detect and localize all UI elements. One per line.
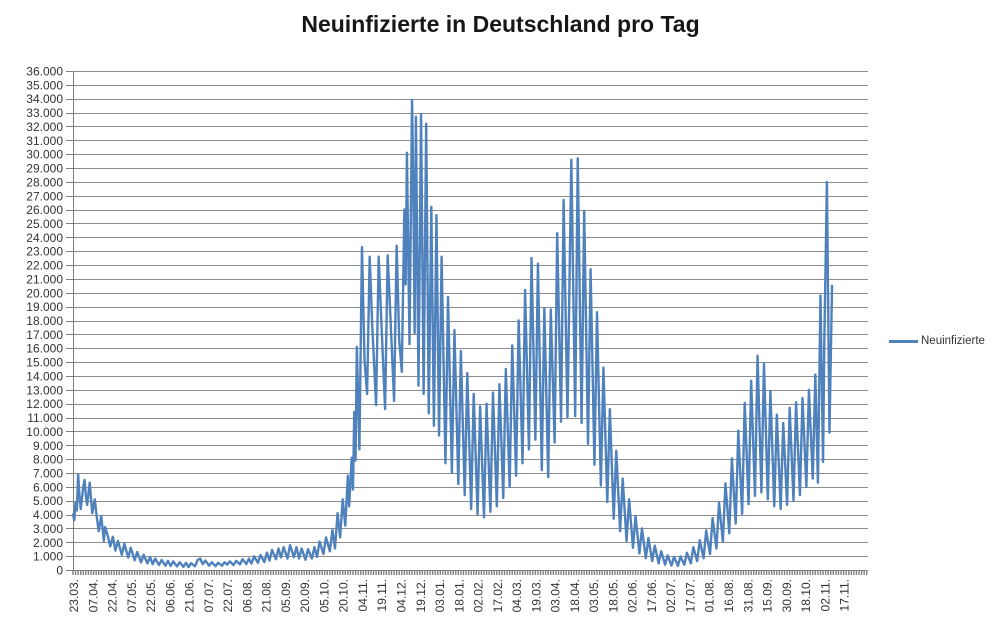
- x-tick-label: 20.09.: [298, 579, 312, 612]
- x-tick-label: 03.05.: [587, 579, 601, 612]
- x-tick-label: 22.04.: [106, 579, 120, 612]
- x-tick-label: 03.04.: [549, 579, 563, 612]
- y-tick-label: 17.000: [26, 328, 63, 342]
- x-tick-label: 05.10.: [317, 579, 331, 612]
- x-tick-label: 17.11.: [838, 579, 852, 611]
- legend: Neuinfizierte: [889, 335, 985, 347]
- x-tick-label: 04.12.: [395, 579, 409, 612]
- x-tick-label: 18.01.: [452, 579, 466, 612]
- x-tick-label: 02.02.: [472, 579, 486, 612]
- y-tick-label: 6.000: [33, 480, 63, 494]
- y-tick-label: 23.000: [26, 245, 63, 259]
- y-tick-label: 10.000: [26, 425, 63, 439]
- y-tick-label: 2.000: [33, 536, 63, 550]
- x-tick-label: 07.05.: [125, 579, 139, 612]
- x-tick-label: 06.06.: [163, 579, 177, 612]
- y-tick-label: 5.000: [33, 494, 63, 508]
- x-tick-label: 06.08.: [240, 579, 254, 612]
- y-tick-label: 16.000: [26, 342, 63, 356]
- y-tick-marks: [66, 71, 73, 571]
- y-tick-label: 8.000: [33, 453, 63, 467]
- y-tick-label: 12.000: [26, 397, 63, 411]
- y-tick-label: 9.000: [33, 439, 63, 453]
- x-tick-label: 17.07.: [684, 579, 698, 612]
- y-tick-label: 15.000: [26, 356, 63, 370]
- y-tick-label: 32.000: [26, 120, 63, 134]
- y-tick-label: 24.000: [26, 231, 63, 245]
- y-tick-label: 1.000: [33, 550, 63, 564]
- y-tick-label: 26.000: [26, 203, 63, 217]
- x-tick-label: 02.11.: [818, 579, 832, 611]
- y-tick-label: 7.000: [33, 466, 63, 480]
- y-tick-label: 4.000: [33, 508, 63, 522]
- y-tick-label: 13.000: [26, 383, 63, 397]
- x-tick-label: 23.03.: [67, 579, 81, 612]
- x-tick-label: 17.06.: [645, 579, 659, 612]
- x-tick-label: 05.09.: [279, 579, 293, 612]
- legend-series-label: Neuinfizierte: [921, 335, 985, 347]
- x-tick-label: 30.09.: [780, 579, 794, 612]
- x-tick-label: 18.05.: [606, 579, 620, 612]
- y-tick-label: 36.000: [26, 65, 63, 79]
- y-tick-label: 3.000: [33, 522, 63, 536]
- x-tick-label: 31.08.: [741, 579, 755, 612]
- x-tick-label: 17.02.: [491, 579, 505, 612]
- y-tick-label: 19.000: [26, 300, 63, 314]
- x-tick-label: 21.06.: [183, 579, 197, 612]
- x-tick-label: 21.08.: [260, 579, 274, 612]
- x-tick-comb: [72, 571, 868, 575]
- y-tick-label: 20.000: [26, 286, 63, 300]
- x-tick-label: 19.11.: [375, 579, 389, 611]
- y-tick-label: 22.000: [26, 259, 63, 273]
- y-tick-label: 14.000: [26, 369, 63, 383]
- y-tick-label: 34.000: [26, 92, 63, 106]
- x-tick-label: 04.03.: [510, 579, 524, 612]
- series-line-neuinfizierte: [71, 98, 834, 569]
- y-tick-label: 21.000: [26, 272, 63, 286]
- x-tick-label: 16.08.: [722, 579, 736, 612]
- x-tick-label: 20.10.: [337, 579, 351, 612]
- x-tick-label: 19.12.: [414, 579, 428, 612]
- y-tick-label: 33.000: [26, 106, 63, 120]
- x-tick-label: 15.09.: [761, 579, 775, 612]
- x-tick-label: 03.01.: [433, 579, 447, 612]
- x-tick-label: 19.03.: [529, 579, 543, 612]
- chart-title: Neuinfizierte in Deutschland pro Tag: [301, 11, 700, 37]
- y-tick-label: 30.000: [26, 148, 63, 162]
- x-tick-label: 18.10.: [799, 579, 813, 612]
- y-tick-label: 25.000: [26, 217, 63, 231]
- y-tick-label: 29.000: [26, 162, 63, 176]
- x-tick-label: 07.04.: [86, 579, 100, 612]
- x-tick-label: 07.07.: [202, 579, 216, 612]
- y-tick-label: 27.000: [26, 189, 63, 203]
- x-tick-label: 22.07.: [221, 579, 235, 612]
- legend-line-sample: [889, 339, 918, 343]
- y-tick-label: 11.000: [27, 411, 63, 425]
- x-tick-label: 02.07.: [664, 579, 678, 612]
- x-tick-label: 04.11.: [356, 579, 370, 611]
- x-tick-label: 02.06.: [626, 579, 640, 612]
- y-tick-label: 0: [56, 564, 63, 578]
- y-tick-label: 18.000: [26, 314, 63, 328]
- y-tick-label: 31.000: [26, 134, 63, 148]
- y-tick-label: 28.000: [26, 175, 63, 189]
- x-tick-label: 01.08.: [703, 579, 717, 612]
- y-tick-label: 35.000: [26, 78, 63, 92]
- x-tick-label: 18.04.: [568, 579, 582, 612]
- x-tick-label: 22.05.: [144, 579, 158, 612]
